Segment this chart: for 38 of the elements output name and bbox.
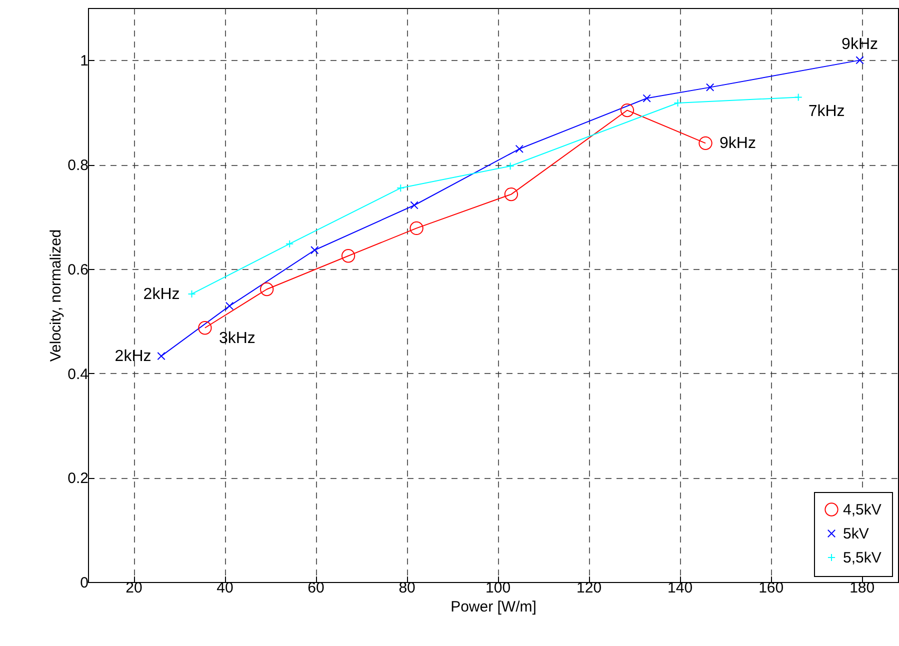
point — [515, 144, 524, 153]
point — [286, 240, 294, 248]
point — [410, 221, 424, 236]
y-tick-label: 0.8 — [68, 157, 88, 174]
legend-label: 5kV — [843, 526, 869, 542]
x-axis-title: Power [W/m] — [450, 598, 536, 616]
point — [674, 98, 682, 108]
annotation: 2kHz — [114, 348, 152, 366]
point — [396, 184, 405, 192]
legend-label: 4,5kV — [843, 502, 882, 518]
point — [410, 201, 418, 210]
legend-label: 5,5kV — [843, 550, 882, 566]
annotation: 9kHz — [842, 36, 878, 54]
y-tick-label: 0 — [80, 574, 88, 592]
y-tick-label: 0.2 — [68, 470, 88, 488]
y-tick-label: 0.6 — [68, 261, 88, 278]
y-axis-title: Velocity, normalized — [48, 229, 65, 362]
annotation: 2kHz — [143, 286, 180, 303]
point — [706, 83, 714, 92]
annotation: 3kHz — [218, 330, 256, 347]
point — [504, 187, 518, 202]
annotation: 9kHz — [720, 135, 756, 152]
point — [698, 136, 712, 150]
point — [157, 352, 166, 360]
point — [310, 246, 319, 254]
point — [856, 56, 864, 64]
point — [341, 249, 356, 263]
point — [225, 302, 234, 310]
y-tick-label: 0.4 — [68, 366, 88, 383]
point — [620, 103, 634, 118]
point — [198, 321, 212, 335]
point — [506, 162, 514, 170]
point — [642, 94, 651, 102]
point — [794, 93, 802, 102]
annotation: 7kHz — [808, 103, 845, 120]
y-tick-label: 1 — [80, 52, 88, 70]
point — [260, 282, 274, 296]
point — [188, 290, 196, 298]
